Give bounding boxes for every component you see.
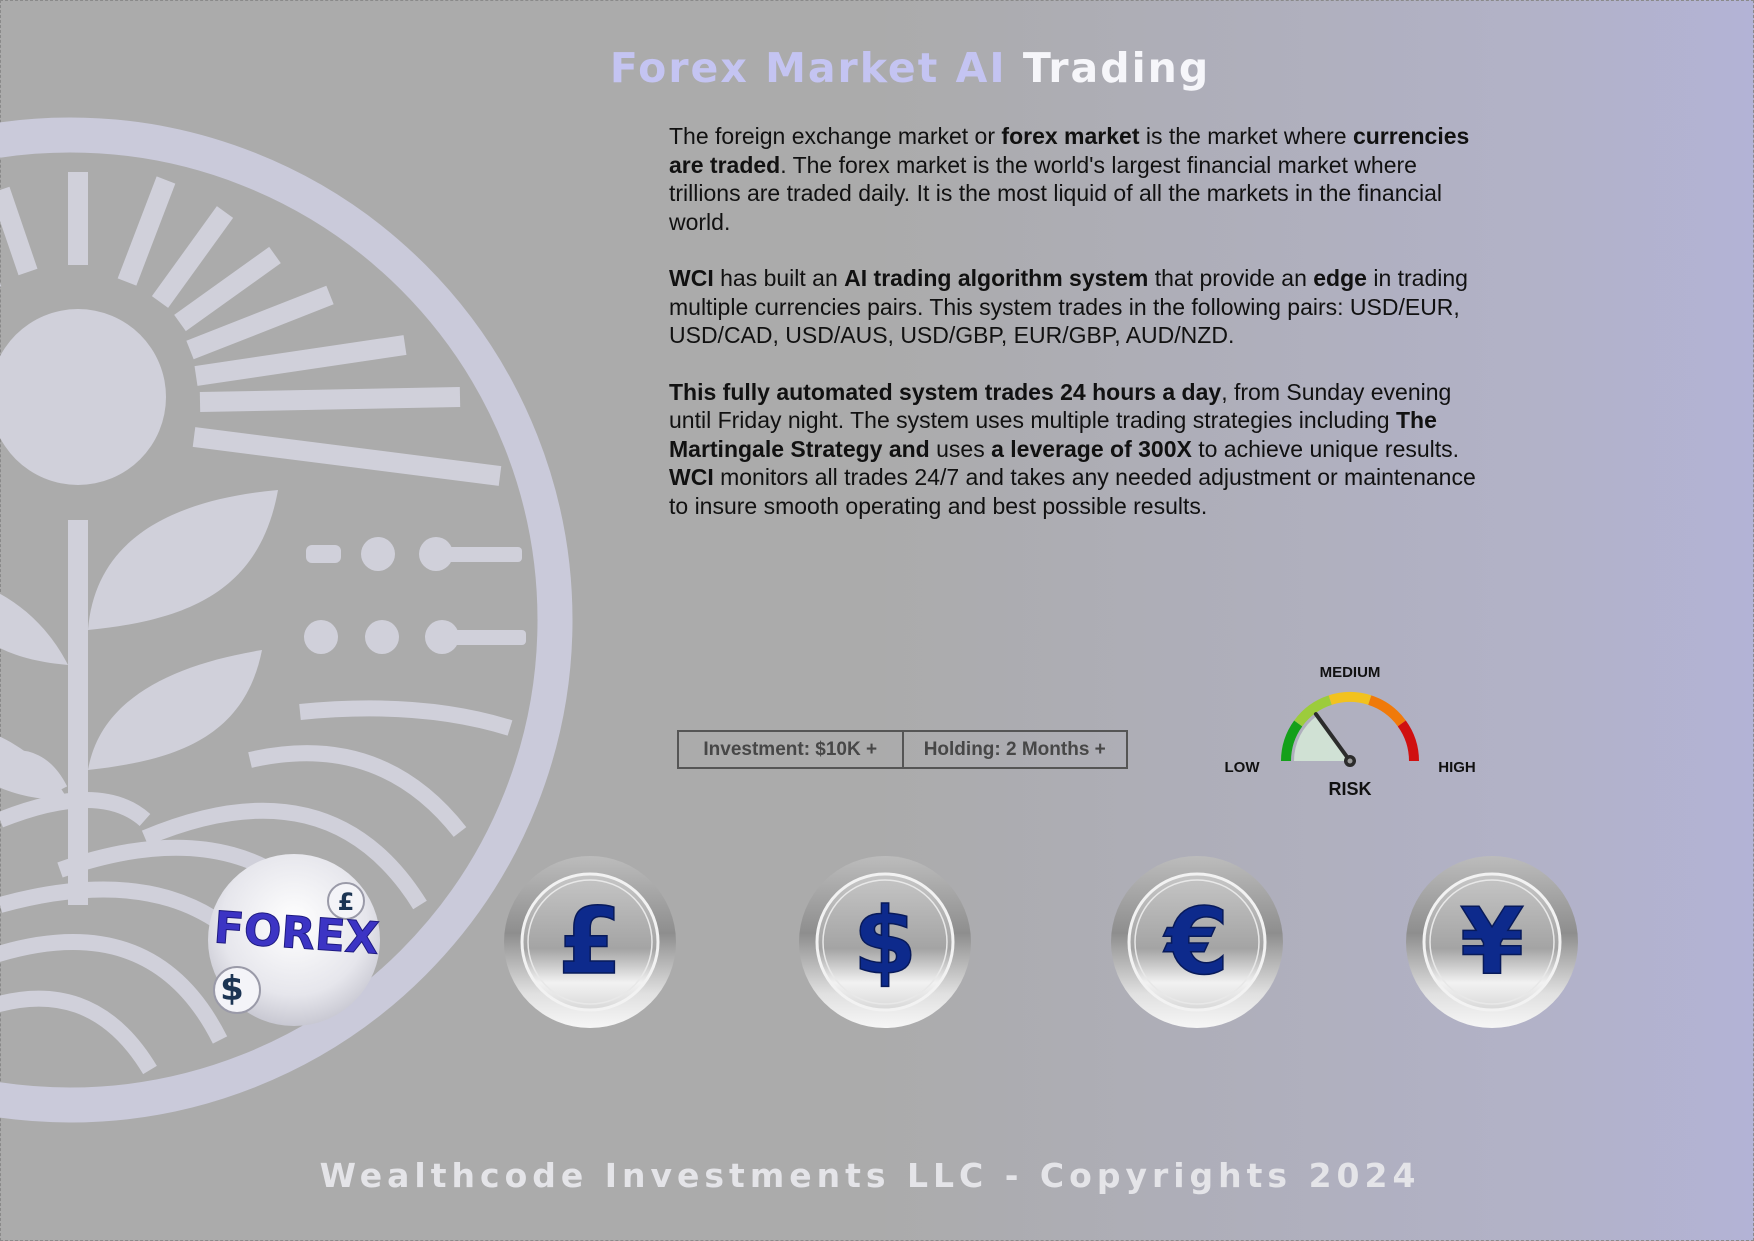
risk-low-label: LOW <box>1225 759 1261 776</box>
text-span: in trading multiple currencies pairs. Th… <box>669 265 1468 348</box>
risk-gauge-pivot-center <box>1347 758 1353 764</box>
text-span: , from Sunday evening until Friday night… <box>669 378 1452 434</box>
bold-text: WCI <box>669 464 714 490</box>
svg-text:$: $ <box>220 969 244 1009</box>
risk-gauge-needle <box>1313 712 1352 763</box>
bold-text: AI trading algorithm system <box>844 265 1149 291</box>
investment-label: Investment: $10K + <box>703 738 878 760</box>
risk-high-label: HIGH <box>1438 759 1476 776</box>
risk-gauge-scale <box>1281 692 1419 762</box>
text-span: to achieve unique results. <box>1191 435 1460 462</box>
bold-text: trades 24 hours a day <box>984 378 1222 405</box>
risk-gauge-segment <box>1328 692 1372 705</box>
bold-text: WCI <box>669 265 714 291</box>
bold-text: The Martingale Strategy and <box>669 407 1437 462</box>
page-title: Forex Market AI Trading <box>540 44 1280 92</box>
text-span: . The forex market is the world's larges… <box>669 151 1442 235</box>
description-text: The foreign exchange market or forex mar… <box>669 122 1489 548</box>
bold-text: This fully automated system <box>669 378 979 405</box>
risk-gauge-segment <box>1294 695 1332 727</box>
page-title-part1: Forex Market AI <box>609 44 1023 92</box>
paragraph-wci-system: WCI has built an AI trading algorithm sy… <box>669 264 1489 350</box>
forex-badge: FOREX £ $ <box>208 854 381 1026</box>
holding-label: Holding: 2 Months + <box>901 732 1127 767</box>
text-span: is the market where <box>1139 123 1353 149</box>
text-span: monitors all trades 24/7 and takes any n… <box>669 464 1476 519</box>
risk-gauge: MEDIUM LOW HIGH RISK <box>1225 664 1476 799</box>
dollar-icon: $ <box>853 888 917 995</box>
currency-coin: € <box>1110 855 1284 1029</box>
yen-icon: ¥ <box>1460 888 1524 995</box>
svg-text:£: £ <box>338 888 355 916</box>
risk-medium-label: MEDIUM <box>1320 664 1381 681</box>
risk-gauge-wedge <box>1294 715 1350 761</box>
risk-gauge-segment <box>1281 720 1303 762</box>
risk-gauge-segment <box>1397 720 1419 762</box>
bold-text: edge <box>1313 265 1367 291</box>
footer-copyright: Wealthcode Investments LLC - Copyrights … <box>319 1156 1421 1195</box>
page-title-part2: Trading <box>1022 44 1211 92</box>
currency-coin: $ <box>798 855 972 1029</box>
currency-coin: ¥ <box>1405 855 1579 1029</box>
text-span: has built an <box>713 265 845 291</box>
bold-text: currencies are traded <box>669 123 1470 178</box>
risk-gauge-segment <box>1368 695 1406 727</box>
paragraph-forex-intro: The foreign exchange market or forex mar… <box>669 122 1489 236</box>
paragraph-automation: This fully automated system trades 24 ho… <box>669 378 1489 521</box>
bold-text: forex market <box>1001 123 1140 149</box>
text-span: The foreign exchange market or <box>669 123 1002 149</box>
text-span: that provide an <box>1148 265 1314 291</box>
currency-coin: £ <box>503 855 677 1029</box>
investment-info-box: Investment: $10K + Holding: 2 Months + <box>677 730 1128 769</box>
euro-icon: € <box>1163 888 1229 995</box>
risk-caption: RISK <box>1328 779 1371 799</box>
sunflower-emblem-logo: FOREX £ $ <box>0 117 573 1123</box>
bold-text: a leverage of 300X <box>991 435 1192 462</box>
svg-text:FOREX: FOREX <box>212 902 381 964</box>
text-span: uses <box>929 435 992 462</box>
pound-icon: £ <box>558 888 622 995</box>
